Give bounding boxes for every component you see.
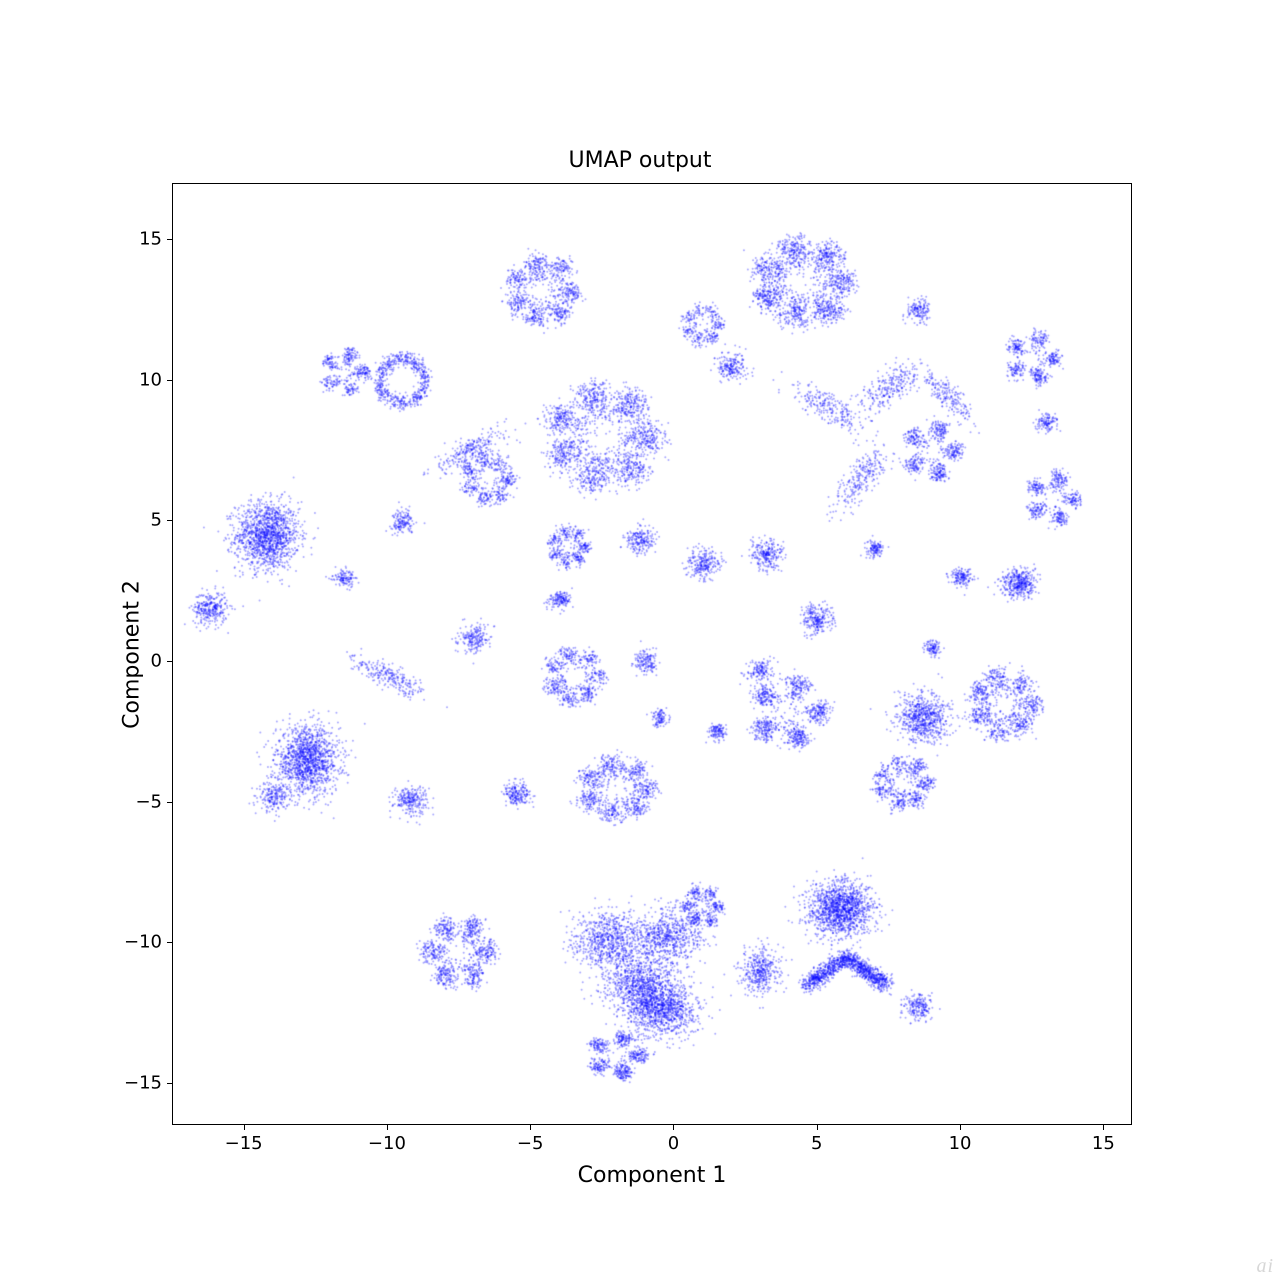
x-tick-label: −10 <box>368 1133 406 1154</box>
x-tick-label: 10 <box>949 1133 972 1154</box>
y-tick-label: 5 <box>151 510 162 531</box>
y-tick-label: −10 <box>124 932 162 953</box>
x-tick <box>673 1125 674 1130</box>
y-axis-label: Component 2 <box>120 575 145 735</box>
x-tick <box>1103 1125 1104 1130</box>
y-tick <box>167 942 172 943</box>
y-tick <box>167 661 172 662</box>
x-tick <box>244 1125 245 1130</box>
y-tick <box>167 802 172 803</box>
x-axis-label: Component 1 <box>172 1163 1132 1188</box>
chart-title: UMAP output <box>0 148 1280 173</box>
y-tick-label: 10 <box>139 369 162 390</box>
x-tick <box>530 1125 531 1130</box>
x-tick <box>960 1125 961 1130</box>
x-tick-label: 15 <box>1092 1133 1115 1154</box>
x-tick-label: −5 <box>517 1133 544 1154</box>
y-tick-label: −5 <box>135 791 162 812</box>
x-tick <box>817 1125 818 1130</box>
x-tick-label: 5 <box>811 1133 822 1154</box>
scatter-canvas <box>173 184 1133 1126</box>
watermark-text: ai <box>1256 1255 1274 1278</box>
y-tick <box>167 239 172 240</box>
y-tick <box>167 520 172 521</box>
x-tick-label: −15 <box>225 1133 263 1154</box>
figure: UMAP output −15 −10 −5 0 5 10 15 −15 −10 −5 0 5 10 15… <box>0 0 1280 1280</box>
y-tick-label: 0 <box>151 651 162 672</box>
x-tick-label: 0 <box>668 1133 679 1154</box>
x-tick <box>387 1125 388 1130</box>
axes-frame <box>172 183 1132 1125</box>
y-tick <box>167 380 172 381</box>
y-tick <box>167 1083 172 1084</box>
y-tick-label: −15 <box>124 1072 162 1093</box>
y-tick-label: 15 <box>139 229 162 250</box>
